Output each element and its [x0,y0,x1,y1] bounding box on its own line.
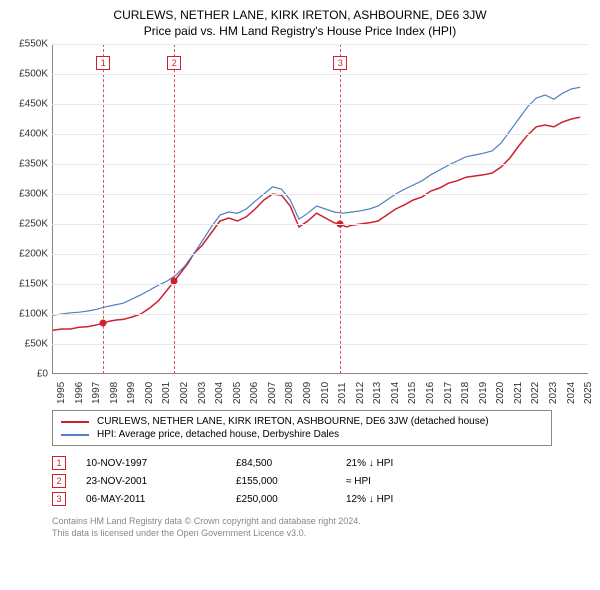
chart-area: 1 2 3 £0 £50K £100K £150K £200K £250K £300K £350K… [12,44,588,404]
x-tick-label: 2014 [390,382,401,404]
x-tick-label: 2021 [513,382,524,404]
x-tick-label: 2024 [566,382,577,404]
grid-line [52,74,588,75]
y-tick-label: £300K [12,189,48,200]
y-tick-label: £100K [12,309,48,320]
x-tick-label: 2009 [302,382,313,404]
x-tick-label: 2000 [144,382,155,404]
x-tick-label: 2015 [407,382,418,404]
x-tick-label: 2023 [548,382,559,404]
footer-line: Contains HM Land Registry data © Crown c… [52,516,588,528]
sale-date: 10-NOV-1997 [86,458,216,469]
legend-swatch-blue [61,434,89,436]
legend-row: CURLEWS, NETHER LANE, KIRK IRETON, ASHBO… [61,415,543,428]
x-tick-label: 1997 [91,382,102,404]
y-tick-label: £250K [12,219,48,230]
grid-line [52,254,588,255]
legend-label: HPI: Average price, detached house, Derb… [97,429,339,440]
x-tick-label: 1996 [74,382,85,404]
x-tick-label: 2001 [161,382,172,404]
x-tick-label: 2003 [197,382,208,404]
marker-vline [174,44,175,374]
marker-vline [340,44,341,374]
x-tick-label: 2025 [583,382,594,404]
x-tick-label: 2005 [232,382,243,404]
sale-price: £155,000 [236,476,326,487]
y-tick-label: £50K [12,339,48,350]
grid-line [52,224,588,225]
x-tick-label: 2002 [179,382,190,404]
grid-line [52,194,588,195]
table-row: 2 23-NOV-2001 £155,000 ≈ HPI [52,472,588,490]
x-tick-label: 2020 [495,382,506,404]
title-subtitle: Price paid vs. HM Land Registry's House … [12,24,588,38]
x-tick-label: 2022 [530,382,541,404]
x-tick-label: 2006 [249,382,260,404]
table-row: 3 06-MAY-2011 £250,000 12% ↓ HPI [52,490,588,508]
marker-number-box: 1 [96,56,110,70]
sale-hpi-delta: 21% ↓ HPI [346,458,466,469]
y-tick-label: £0 [12,369,48,380]
sale-date: 23-NOV-2001 [86,476,216,487]
x-tick-label: 2004 [214,382,225,404]
grid-line [52,104,588,105]
row-marker-box: 3 [52,492,66,506]
y-tick-label: £450K [12,99,48,110]
sale-price: £250,000 [236,494,326,505]
x-tick-label: 2019 [478,382,489,404]
x-tick-label: 2012 [355,382,366,404]
x-tick-label: 2017 [443,382,454,404]
sale-hpi-delta: 12% ↓ HPI [346,494,466,505]
sale-hpi-delta: ≈ HPI [346,476,466,487]
row-marker-box: 1 [52,456,66,470]
y-tick-label: £350K [12,159,48,170]
chart-container: CURLEWS, NETHER LANE, KIRK IRETON, ASHBO… [0,0,600,590]
legend-swatch-red [61,421,89,423]
x-tick-label: 2011 [337,382,348,404]
sales-table: 1 10-NOV-1997 £84,500 21% ↓ HPI 2 23-NOV-2001… [52,454,588,508]
y-tick-label: £150K [12,279,48,290]
x-tick-label: 2013 [372,382,383,404]
x-tick-label: 2016 [425,382,436,404]
row-marker-box: 2 [52,474,66,488]
grid-line [52,44,588,45]
marker-number-box: 2 [167,56,181,70]
x-tick-label: 1995 [56,382,67,404]
sale-point-dot [100,320,107,327]
x-tick-label: 2007 [267,382,278,404]
plot-region: 1 2 3 [52,44,588,374]
sale-date: 06-MAY-2011 [86,494,216,505]
x-tick-label: 1999 [126,382,137,404]
title-address: CURLEWS, NETHER LANE, KIRK IRETON, ASHBO… [12,8,588,22]
legend-row: HPI: Average price, detached house, Derb… [61,428,543,441]
y-tick-label: £550K [12,39,48,50]
series-line [53,87,580,315]
x-tick-label: 2018 [460,382,471,404]
x-tick-label: 2008 [284,382,295,404]
y-tick-label: £200K [12,249,48,260]
y-tick-label: £400K [12,129,48,140]
grid-line [52,134,588,135]
sale-price: £84,500 [236,458,326,469]
footer-line: This data is licensed under the Open Gov… [52,528,588,540]
legend-box: CURLEWS, NETHER LANE, KIRK IRETON, ASHBO… [52,410,552,446]
x-tick-label: 1998 [109,382,120,404]
grid-line [52,284,588,285]
table-row: 1 10-NOV-1997 £84,500 21% ↓ HPI [52,454,588,472]
marker-number-box: 3 [333,56,347,70]
chart-lines-svg [53,44,589,374]
grid-line [52,344,588,345]
legend-label: CURLEWS, NETHER LANE, KIRK IRETON, ASHBO… [97,416,489,427]
grid-line [52,314,588,315]
footer-attribution: Contains HM Land Registry data © Crown c… [52,516,588,539]
grid-line [52,164,588,165]
y-tick-label: £500K [12,69,48,80]
x-tick-label: 2010 [320,382,331,404]
